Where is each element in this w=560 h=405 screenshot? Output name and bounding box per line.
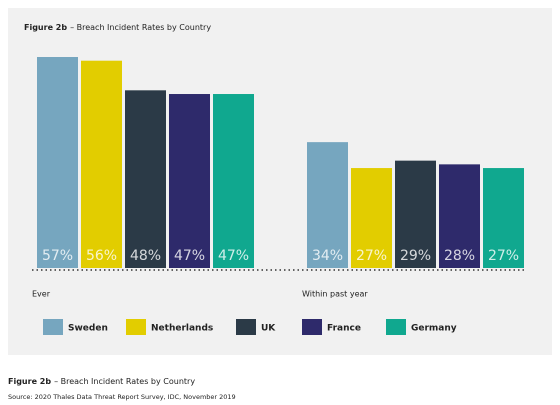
bar bbox=[169, 94, 210, 268]
value-label: 47% bbox=[218, 248, 249, 264]
source: Source: 2020 Thales Data Threat Report S… bbox=[8, 393, 236, 401]
panel-title: Figure 2b – Breach Incident Rates by Coun… bbox=[24, 23, 211, 32]
title: – Breach Incident Rates by Country bbox=[70, 23, 211, 32]
legend-label: Netherlands bbox=[151, 324, 213, 334]
figure-label: Figure 2b bbox=[24, 23, 67, 32]
bar bbox=[483, 168, 524, 268]
legend-label: UK bbox=[261, 324, 276, 334]
bar bbox=[439, 164, 480, 268]
value-label: 57% bbox=[42, 248, 73, 264]
value-label: 48% bbox=[130, 248, 161, 264]
value-label: 47% bbox=[174, 248, 205, 264]
value-label: 34% bbox=[312, 248, 343, 264]
bar bbox=[351, 168, 392, 268]
legend-swatch bbox=[43, 319, 63, 335]
value-label: 56% bbox=[86, 248, 117, 264]
category-label: Within past year bbox=[302, 290, 368, 299]
caption: Figure 2b – Breach Incident Rates by Coun… bbox=[8, 377, 195, 386]
category-label: Ever bbox=[32, 290, 51, 299]
value-label: 29% bbox=[400, 248, 431, 264]
figure-label: Figure 2b bbox=[8, 377, 51, 386]
value-label: 27% bbox=[488, 248, 519, 264]
value-label: 27% bbox=[356, 248, 387, 264]
legend-label: Germany bbox=[411, 324, 457, 334]
legend-label: France bbox=[327, 324, 361, 334]
legend-swatch bbox=[236, 319, 256, 335]
legend-swatch bbox=[386, 319, 406, 335]
bar bbox=[213, 94, 254, 268]
bar bbox=[81, 60, 122, 269]
bar bbox=[37, 57, 78, 268]
bar bbox=[395, 160, 436, 268]
legend-label: Sweden bbox=[68, 324, 108, 334]
legend-swatch bbox=[126, 319, 146, 335]
value-label: 28% bbox=[444, 248, 475, 264]
legend-swatch bbox=[302, 319, 322, 335]
caption-title: – Breach Incident Rates by Country bbox=[54, 377, 195, 386]
bar bbox=[125, 90, 166, 268]
bar bbox=[307, 142, 348, 268]
